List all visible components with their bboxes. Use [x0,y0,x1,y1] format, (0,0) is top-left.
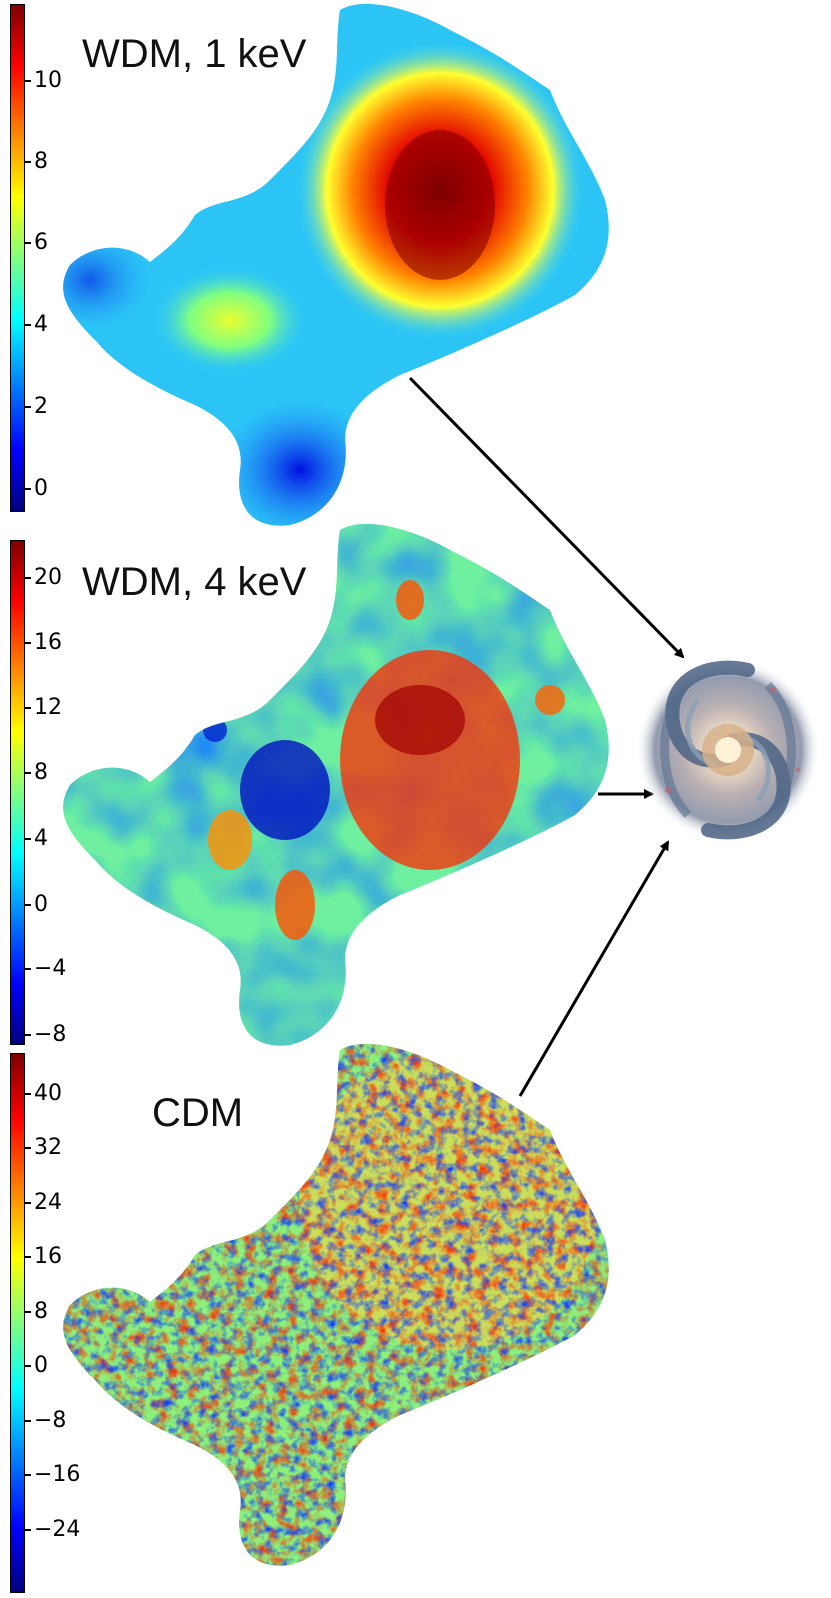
tick-mark [25,772,31,774]
tick-mark [25,1529,31,1531]
tick-label: 4 [34,312,48,337]
tick-label: −4 [34,956,67,981]
tick-mark [25,1093,31,1095]
arrow-cdm-to-galaxy [518,840,670,1097]
tick-label: 16 [34,1244,62,1269]
tick-mark [25,324,31,326]
tick-mark [25,642,31,644]
panel-title: WDM, 1 keV [82,32,307,76]
tick-mark [25,904,31,906]
colorbar-cdm [10,1053,25,1593]
tick-label: 2 [34,394,48,419]
tick-label: 40 [34,1081,62,1106]
tick-label: 4 [34,826,48,851]
tick-label: 12 [34,695,62,720]
tick-mark [25,707,31,709]
tick-label: 8 [34,149,48,174]
tick-mark [25,1420,31,1422]
tick-mark [25,488,31,490]
tick-mark [25,161,31,163]
tick-label: 0 [34,1353,48,1378]
panel-wdm-4kev: 20 16 12 8 4 0 −4 −8 WDM, 4 keV [0,520,831,1047]
tick-label: 8 [34,1299,48,1324]
tick-mark [25,968,31,970]
tick-label: 32 [34,1135,62,1160]
tick-label: −8 [34,1408,67,1433]
panel-wdm-1kev: 10 8 6 4 2 0 WDM, 1 keV [0,0,831,520]
tick-mark [25,1474,31,1476]
tick-label: −8 [34,1022,67,1047]
tick-mark [25,1311,31,1313]
tick-mark [25,1202,31,1204]
tick-label: −16 [34,1462,81,1487]
tick-mark [25,242,31,244]
tick-mark [25,577,31,579]
spiral-galaxy-icon [636,658,820,842]
arrow-wdm1-to-galaxy [408,376,685,659]
tick-label: 20 [34,565,62,590]
tick-label: 6 [34,230,48,255]
tick-label: 24 [34,1190,62,1215]
tick-label: 10 [34,68,62,93]
tick-mark [25,1034,31,1036]
tick-mark [25,1365,31,1367]
panel-cdm: 40 32 24 16 8 0 −8 −16 −24 CDM [0,1045,831,1593]
tick-label: 8 [34,760,48,785]
tick-label: −24 [34,1517,81,1542]
panel-title: WDM, 4 keV [82,560,307,604]
tick-mark [25,838,31,840]
colorbar-wdm-1kev [10,4,25,512]
tick-label: 0 [34,476,48,501]
panel-title: CDM [152,1091,244,1135]
tick-mark [25,1147,31,1149]
tick-label: 16 [34,630,62,655]
tick-label: 0 [34,892,48,917]
tick-mark [25,406,31,408]
tick-mark [25,80,31,82]
colorbar-wdm-4kev [10,540,25,1045]
tick-mark [25,1256,31,1258]
